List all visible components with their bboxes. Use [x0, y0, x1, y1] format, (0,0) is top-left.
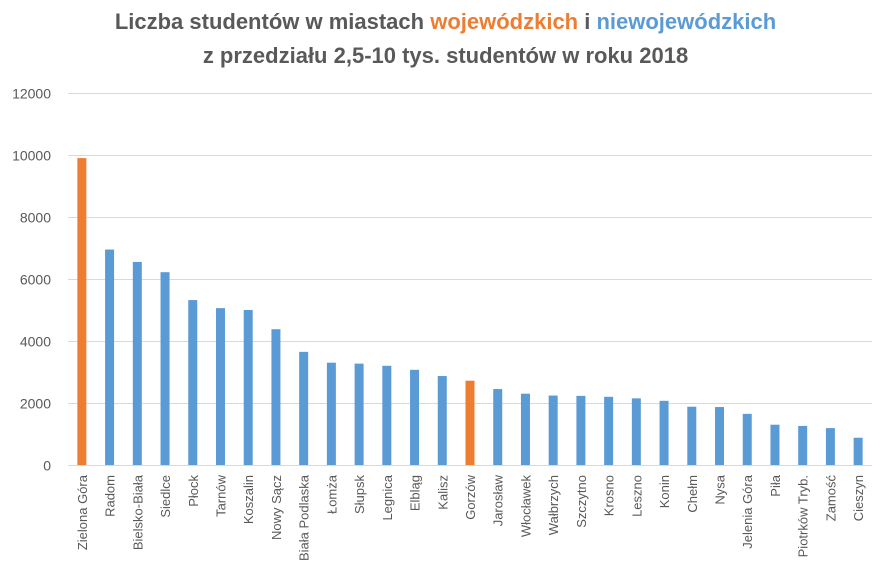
bar	[465, 380, 475, 465]
x-tick-label: Jarosław	[491, 474, 506, 526]
bar	[687, 406, 697, 465]
bar	[437, 376, 447, 465]
chart-title-line-2: z przedziału 2,5-10 tys. studentów w rok…	[202, 43, 689, 68]
y-tick-label: 6000	[20, 272, 51, 288]
title-mid: i	[578, 9, 597, 34]
x-tick-label: Zamość	[823, 475, 838, 522]
bar	[77, 158, 87, 465]
x-tick-label: Tarnów	[213, 474, 228, 517]
x-tick-label: Płock	[186, 475, 201, 507]
x-tick-label: Piła	[768, 474, 783, 496]
bar	[798, 425, 808, 465]
x-tick-label: Biała Podlaska	[297, 474, 312, 561]
y-tick-label: 8000	[20, 210, 51, 226]
chart-title-line-1: Liczba studentów w miastach wojewódzkich…	[0, 9, 891, 35]
bar	[853, 437, 863, 465]
x-tick-label: Jelenia Góra	[740, 474, 755, 548]
x-tick-label: Legnica	[380, 474, 395, 520]
x-tick-label: Leszno	[629, 475, 644, 517]
bar	[715, 407, 725, 465]
bar	[604, 396, 614, 465]
bar	[520, 393, 530, 465]
bar	[326, 362, 336, 465]
bar	[105, 249, 115, 465]
x-tick-label: Wałbrzych	[546, 475, 561, 535]
bar	[160, 272, 170, 465]
bar	[188, 300, 198, 465]
bar	[576, 395, 586, 465]
bar	[631, 398, 641, 465]
x-tick-label: Chełm	[685, 475, 700, 513]
x-tick-label: Piotrków Tryb.	[796, 475, 811, 557]
y-tick-label: 2000	[20, 396, 51, 412]
y-tick-label: 10000	[12, 148, 51, 164]
title-prefix: Liczba studentów w miastach	[114, 9, 431, 34]
bar	[271, 329, 281, 465]
title-highlight-voivodeship: wojewódzkich	[430, 9, 579, 34]
title-highlight-non-voivodeship: niewojewódzkich	[596, 9, 777, 34]
bar	[243, 310, 253, 465]
x-tick-label: Łomża	[324, 474, 339, 514]
x-tick-label: Szczytno	[574, 475, 589, 528]
bar	[659, 400, 669, 465]
bar	[548, 395, 558, 465]
x-tick-label: Nysa	[713, 474, 728, 504]
x-tick-label: Cieszyn	[851, 475, 866, 521]
x-tick-label: Zielona Góra	[75, 474, 90, 550]
x-tick-label: Elbląg	[408, 475, 423, 511]
bar	[742, 413, 752, 465]
x-tick-label: Kalisz	[435, 475, 450, 510]
bar	[132, 261, 142, 465]
x-tick-label: Włocławek	[518, 475, 533, 538]
x-tick-label: Koszalin	[241, 475, 256, 524]
x-tick-label: Radom	[103, 475, 118, 517]
bar	[215, 308, 225, 465]
bar	[493, 389, 503, 465]
x-tick-label: Gorzów	[463, 474, 478, 519]
x-tick-label: Słupsk	[352, 475, 367, 515]
bar	[299, 351, 309, 465]
y-tick-label: 0	[43, 458, 51, 474]
y-tick-label: 4000	[20, 334, 51, 350]
x-tick-label: Bielsko-Biała	[130, 474, 145, 550]
bar	[410, 369, 420, 465]
x-tick-label: Konin	[657, 475, 672, 508]
x-tick-label: Siedlce	[158, 475, 173, 518]
y-tick-label: 12000	[12, 86, 51, 102]
x-tick-label: Krosno	[602, 475, 617, 516]
bar	[770, 424, 780, 465]
x-tick-label: Nowy Sącz	[269, 475, 284, 540]
bar	[354, 363, 364, 465]
bar	[825, 428, 835, 465]
bar	[382, 365, 392, 465]
